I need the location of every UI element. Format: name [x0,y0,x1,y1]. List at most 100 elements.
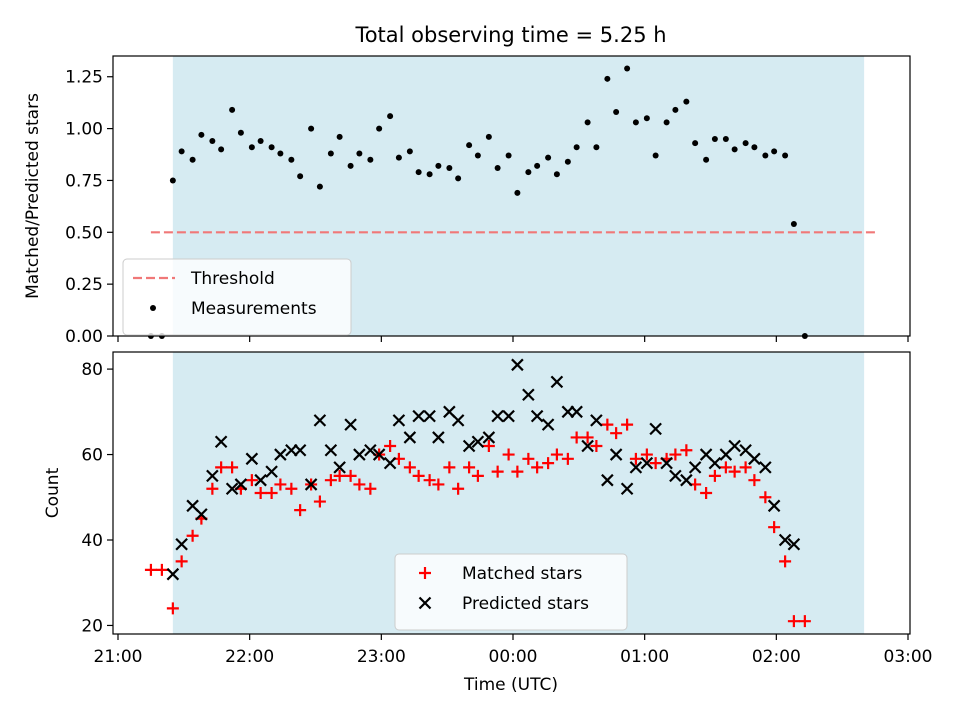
measurement-point [703,156,710,163]
predicted-star-marker [313,414,327,427]
measurement-point [683,98,690,105]
measurement-point [545,154,552,161]
predicted-star-marker [609,448,623,461]
matched-star-marker [739,461,752,474]
matched-star-marker [175,555,188,568]
measurement-point [455,175,462,182]
measurement-point [367,156,374,163]
matched-star-marker [640,448,653,461]
predicted-star-marker [649,422,662,436]
predicted-star-marker [541,418,555,431]
matched-star-marker [254,487,267,499]
measurement-point [573,144,580,151]
legend-matched-swatch [419,567,431,579]
matched-star-marker [274,478,287,491]
matched-star-marker [798,615,811,628]
predicted-star-marker [640,456,654,470]
measurement-point [632,119,639,126]
matched-star-marker [313,495,326,508]
x-tick-label: 21:00 [94,647,143,667]
legend-measurement-swatch [150,305,156,311]
matched-star-marker [364,482,377,495]
y-tick-label: 40 [81,531,103,551]
y-tick-label: 1.00 [65,120,103,140]
measurement-point [771,148,778,155]
matched-star-marker [432,478,445,491]
x-tick-label: 01:00 [620,647,669,667]
predicted-star-marker [748,452,761,466]
predicted-star-marker [166,567,180,581]
predicted-star-marker [778,533,792,547]
predicted-star-marker [511,358,524,372]
predicted-star-marker [214,435,228,449]
measurement-point [277,150,284,157]
measurement-point [169,177,176,184]
measurement-point [525,169,532,176]
predicted-star-marker [432,431,445,444]
predicted-star-marker [392,414,406,427]
predicted-star-marker [688,461,702,474]
predicted-star-marker [225,482,239,496]
matched-star-marker [601,418,614,431]
measurement-point [415,169,422,176]
matched-star-marker [511,465,524,478]
matched-star-marker [522,452,535,465]
predicted-star-marker [728,439,741,453]
matched-star-marker [502,448,515,461]
predicted-star-marker [324,443,338,457]
measurement-point [722,135,729,142]
measurement-point [466,142,473,149]
predicted-star-marker [344,418,357,431]
measurement-point [494,165,501,171]
predicted-star-marker [581,439,594,453]
matched-star-marker [215,461,228,474]
predicted-star-marker [550,375,564,389]
matched-star-marker [610,427,623,440]
matched-star-marker [621,418,634,431]
predicted-star-marker [590,414,603,427]
matched-star-marker [324,474,337,487]
measurement-point [336,133,343,140]
y-tick-label: 0.50 [65,223,103,243]
predicted-star-marker [759,461,772,474]
measurement-point [218,146,225,153]
matched-star-marker [285,482,298,495]
axes-frame [112,351,911,635]
predicted-star-marker [482,431,496,444]
measurement-point [672,106,679,113]
measurement-point [474,152,481,159]
predicted-star-marker [353,448,366,461]
matched-star-marker [629,452,642,465]
legend-predicted-swatch [418,596,432,610]
measurement-point [426,171,433,178]
predicted-star-marker [629,461,643,474]
predicted-star-marker [423,409,436,423]
matched-star-marker [226,461,239,474]
matched-star-marker [669,448,682,461]
predicted-star-marker [669,469,682,483]
matched-star-marker [491,465,504,478]
measurement-point [446,165,453,171]
predicted-star-marker [175,537,188,551]
matched-star-marker [531,461,544,474]
predicted-star-marker [767,499,781,513]
predicted-star-marker [601,473,614,487]
measurement-point [316,183,323,190]
measurement-point [692,140,699,147]
y-tick-label: 0.75 [65,171,103,191]
matched-star-marker [570,431,583,444]
measurement-point [564,158,571,165]
matched-star-marker [353,478,366,491]
measurement-point [198,131,205,138]
matched-star-marker [333,469,346,482]
measurement-point [178,148,185,155]
matched-star-marker [728,465,741,478]
matched-star-marker [423,474,436,487]
measurement-point [308,125,315,132]
measurement-point [613,109,620,115]
measurement-point [624,65,631,72]
measurement-point [762,152,769,159]
matched-star-marker [144,563,157,576]
matched-star-marker [708,469,721,482]
